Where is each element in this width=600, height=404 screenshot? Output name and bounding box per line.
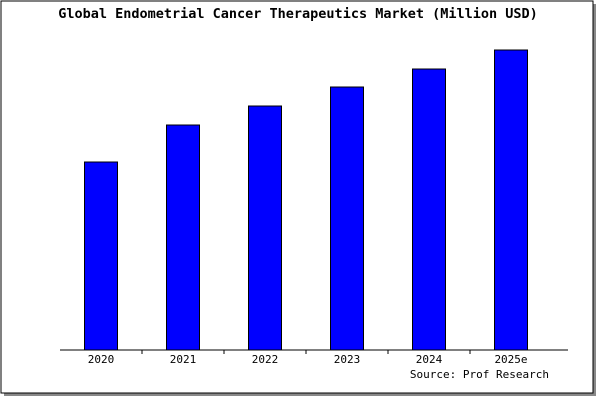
bar	[494, 49, 528, 351]
x-tick-label: 2024	[416, 353, 443, 366]
bar	[84, 161, 118, 351]
x-tick-label: 2023	[334, 353, 361, 366]
bar	[166, 124, 200, 351]
x-tick-label: 2020	[88, 353, 115, 366]
bar	[248, 105, 282, 351]
chart-title: Global Endometrial Cancer Therapeutics M…	[58, 6, 538, 22]
source-note: Source: Prof Research	[410, 368, 549, 381]
bar	[412, 68, 446, 351]
bar	[330, 86, 364, 351]
x-tick-label: 2022	[252, 353, 279, 366]
x-tick-label: 2025e	[494, 353, 527, 366]
x-tick-label: 2021	[170, 353, 197, 366]
